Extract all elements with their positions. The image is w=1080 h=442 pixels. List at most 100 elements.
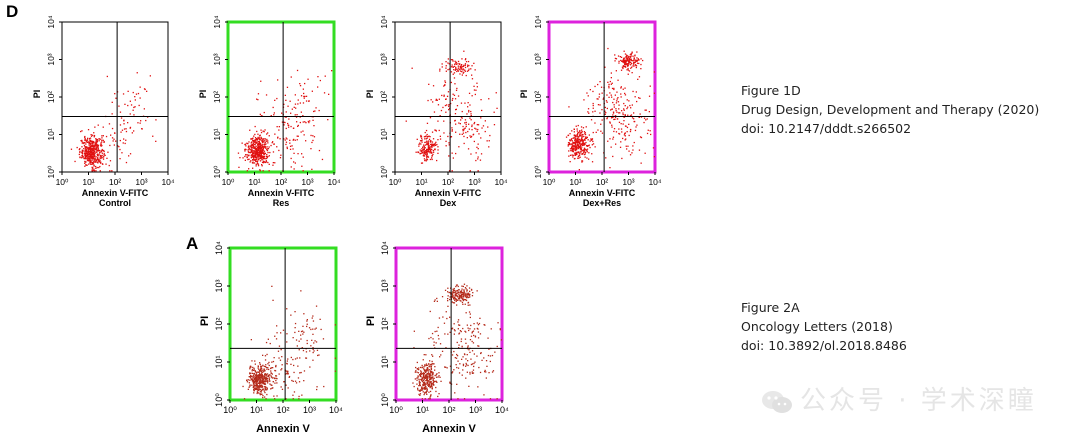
y-tick-label: 10² <box>380 317 390 330</box>
caption-figure-2a: Figure 2A Oncology Letters (2018) doi: 1… <box>741 298 907 355</box>
y-tick-label: 10² <box>212 91 222 103</box>
caption-title: Figure 1D <box>741 83 801 98</box>
plot-frame <box>394 246 504 402</box>
y-axis-label: PI <box>199 316 211 326</box>
caption-figure-1d: Figure 1D Drug Design, Development and T… <box>741 81 1039 138</box>
group-label: Res <box>273 198 290 208</box>
y-tick-label: 10² <box>533 91 543 103</box>
watermark: 公众号 · 学术深瞳 <box>760 380 1060 420</box>
group-label: Control <box>99 198 131 208</box>
x-tick-label: 10¹ <box>248 177 260 187</box>
x-tick-label: 10⁴ <box>327 177 340 187</box>
x-tick-label: 10³ <box>301 177 313 187</box>
y-tick-label: 10⁴ <box>533 15 543 28</box>
y-tick-label: 10² <box>379 91 389 103</box>
x-tick-label: 10² <box>276 405 289 415</box>
y-tick-label: 10² <box>214 317 224 330</box>
wechat-icon <box>762 390 792 413</box>
x-axis-label: Annexin V-FITC <box>569 188 636 198</box>
x-tick-label: 10⁴ <box>329 405 343 415</box>
y-tick-label: 10¹ <box>380 355 390 368</box>
scatter-dots <box>412 283 502 400</box>
x-tick-label: 10¹ <box>250 405 263 415</box>
x-tick-label: 10³ <box>135 177 147 187</box>
x-tick-label: 10² <box>275 177 287 187</box>
y-axis-label: PI <box>519 90 529 99</box>
plot-frame <box>228 246 338 402</box>
y-tick-label: 10³ <box>380 279 390 292</box>
panel-letter-a: A <box>186 234 199 253</box>
x-tick-label: 10⁰ <box>543 177 556 187</box>
x-tick-label: 10⁴ <box>494 177 507 187</box>
x-tick-label: 10⁰ <box>389 405 403 415</box>
y-tick-label: 10¹ <box>533 128 543 140</box>
group-label: Dex <box>440 198 457 208</box>
y-tick-label: 10⁴ <box>379 15 389 28</box>
y-tick-label: 10⁴ <box>46 15 56 28</box>
scatter-dots <box>405 50 498 172</box>
scatter-dots <box>242 285 336 400</box>
x-tick-label: 10² <box>442 177 454 187</box>
y-tick-label: 10⁰ <box>379 165 389 178</box>
y-tick-label: 10⁰ <box>533 165 543 178</box>
y-tick-label: 10¹ <box>212 128 222 140</box>
x-tick-label: 10⁴ <box>161 177 174 187</box>
y-tick-label: 10¹ <box>379 128 389 140</box>
y-axis-label: PI <box>365 90 375 99</box>
y-axis-label: PI <box>198 90 208 99</box>
x-tick-label: 10¹ <box>415 177 427 187</box>
x-tick-label: 10² <box>109 177 121 187</box>
y-axis-label: PI <box>32 90 42 99</box>
y-tick-label: 10⁰ <box>380 393 390 407</box>
y-tick-label: 10³ <box>379 53 389 65</box>
x-tick-label: 10¹ <box>82 177 94 187</box>
x-tick-label: 10³ <box>303 405 316 415</box>
plot-frame <box>547 20 657 174</box>
y-tick-label: 10³ <box>533 53 543 65</box>
caption-doi: doi: 10.2147/dddt.s266502 <box>741 121 912 136</box>
caption-journal: Oncology Letters (2018) <box>741 319 893 334</box>
x-axis-label: Annexin V <box>422 423 476 435</box>
x-tick-label: 10¹ <box>416 405 429 415</box>
y-tick-label: 10² <box>46 91 56 103</box>
scatter-dots <box>237 69 333 172</box>
x-tick-label: 10⁰ <box>389 177 402 187</box>
panel-letter-d: D <box>6 2 19 21</box>
y-axis-label: PI <box>365 316 377 326</box>
y-tick-label: 10⁰ <box>46 165 56 178</box>
y-tick-label: 10⁰ <box>212 165 222 178</box>
x-tick-label: 10² <box>596 177 608 187</box>
x-tick-label: 10³ <box>622 177 634 187</box>
x-tick-label: 10³ <box>468 177 480 187</box>
y-tick-label: 10¹ <box>46 128 56 140</box>
y-tick-label: 10³ <box>214 279 224 292</box>
scatter-dots <box>565 47 655 171</box>
plot-frame <box>226 20 336 174</box>
y-tick-label: 10⁴ <box>380 241 390 255</box>
x-axis-label: Annexin V <box>256 423 310 435</box>
plot-frame <box>61 21 169 173</box>
x-tick-label: 10¹ <box>569 177 581 187</box>
x-tick-label: 10⁰ <box>222 177 235 187</box>
y-tick-label: 10¹ <box>214 355 224 368</box>
x-axis-label: Annexin V-FITC <box>415 188 482 198</box>
caption-doi: doi: 10.3892/ol.2018.8486 <box>741 338 907 353</box>
y-tick-label: 10⁴ <box>212 15 222 28</box>
y-tick-label: 10³ <box>212 53 222 65</box>
x-tick-label: 10² <box>442 405 455 415</box>
watermark-text: 公众号 · 学术深瞳 <box>800 386 1037 416</box>
y-tick-label: 10⁴ <box>214 241 224 255</box>
y-tick-label: 10³ <box>46 53 56 65</box>
x-tick-label: 10⁰ <box>56 177 69 187</box>
x-tick-label: 10³ <box>469 405 482 415</box>
x-tick-label: 10⁰ <box>223 405 237 415</box>
x-axis-label: Annexin V-FITC <box>248 188 315 198</box>
caption-title: Figure 2A <box>741 300 800 315</box>
x-tick-label: 10⁴ <box>495 405 509 415</box>
